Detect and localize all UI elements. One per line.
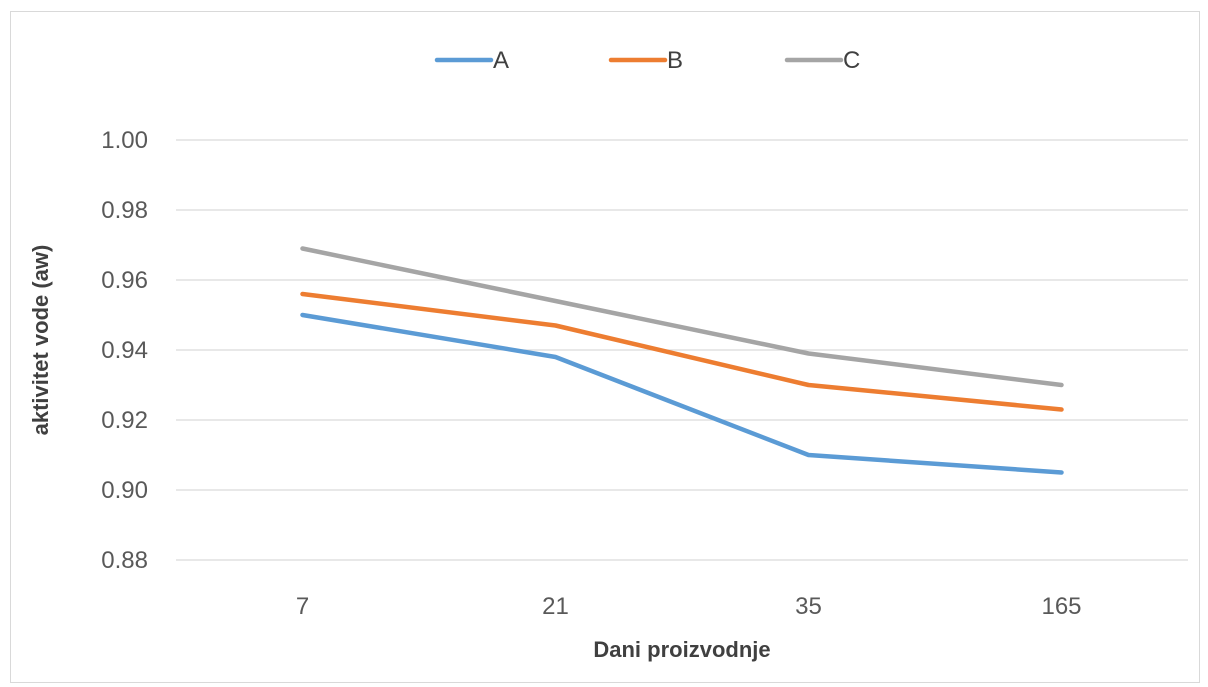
x-axis-title: Dani proizvodnje bbox=[593, 637, 770, 662]
legend-item-b: B bbox=[608, 47, 683, 74]
chart-frame bbox=[10, 11, 1200, 683]
y-tick-label: 0.92 bbox=[101, 407, 148, 434]
series-line-a bbox=[300, 312, 1064, 475]
series-line-c bbox=[300, 246, 1064, 388]
y-tick-label: 1.00 bbox=[101, 127, 148, 154]
legend-label: B bbox=[667, 47, 683, 74]
series-line-b bbox=[300, 291, 1064, 412]
legend: A B C bbox=[434, 47, 860, 74]
y-axis-ticks: 0.88 0.90 0.92 0.94 0.96 0.98 1.00 bbox=[101, 127, 148, 574]
y-tick-label: 0.94 bbox=[101, 337, 148, 364]
x-tick-label: 7 bbox=[296, 593, 309, 620]
series-lines bbox=[300, 246, 1064, 475]
legend-item-c: C bbox=[784, 47, 860, 74]
y-tick-label: 0.96 bbox=[101, 267, 148, 294]
x-tick-label: 165 bbox=[1041, 593, 1081, 620]
gridlines bbox=[176, 139, 1188, 561]
legend-label: A bbox=[493, 47, 509, 74]
x-tick-label: 35 bbox=[795, 593, 822, 620]
legend-item-a: A bbox=[434, 47, 509, 74]
y-axis-title: aktivitet vode (aw) bbox=[28, 245, 53, 436]
legend-label: C bbox=[843, 47, 860, 74]
x-axis-ticks: 7 21 35 165 bbox=[296, 593, 1082, 620]
y-tick-label: 0.90 bbox=[101, 477, 148, 504]
y-tick-label: 0.88 bbox=[101, 547, 148, 574]
x-tick-label: 21 bbox=[542, 593, 569, 620]
y-tick-label: 0.98 bbox=[101, 197, 148, 224]
